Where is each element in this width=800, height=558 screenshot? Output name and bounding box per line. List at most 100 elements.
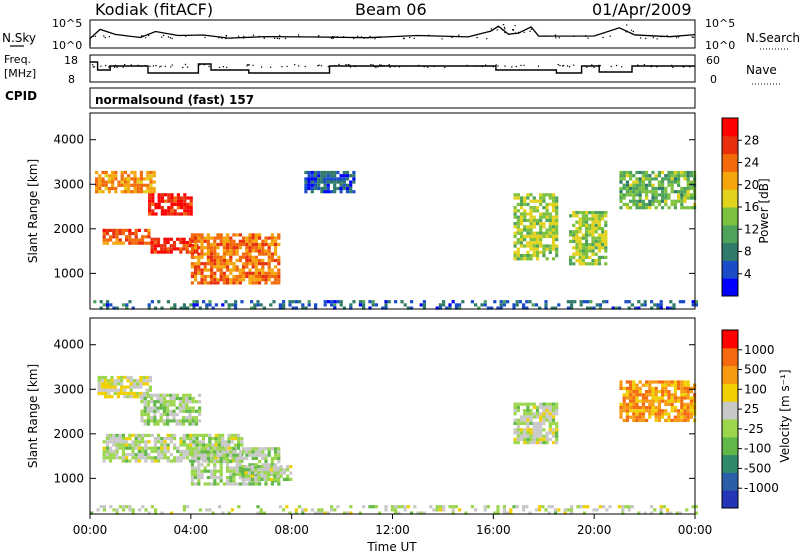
heatmap-cell [419,511,423,515]
heatmap-cell [162,406,166,410]
heatmap-cell [153,247,157,251]
heatmap-cell [160,199,164,203]
heatmap-cell [604,220,608,224]
heatmap-cell [659,306,663,310]
heatmap-cell [104,375,108,380]
heatmap-cell [622,393,626,397]
heatmap-cell [654,386,658,390]
heatmap-cell [551,231,556,235]
heatmap-cell [547,505,551,509]
heatmap-cell [237,505,241,509]
nave-point [504,65,506,67]
colorbar-segment [722,383,738,402]
heatmap-cell [539,428,543,432]
colorbar-tick-label: 20 [744,178,759,192]
heatmap-cell [448,306,452,310]
heatmap-cell [109,303,113,307]
heatmap-cell [190,453,194,457]
heatmap-cell [645,196,649,200]
heatmap-cell [248,278,252,282]
heatmap-cell [258,271,262,275]
heatmap-cell [625,409,629,413]
heatmap-cell [619,406,623,410]
heatmap-cell [267,258,271,263]
heatmap-cell [160,306,164,310]
heatmap-cell [278,303,282,307]
heatmap-cell [104,395,108,399]
heatmap-cell [641,206,645,210]
heatmap-cell [188,393,192,397]
heatmap-cell [166,419,170,423]
heatmap-cell [641,412,645,416]
heatmap-cell [532,441,536,445]
heatmap-cell [525,300,529,304]
heatmap-cell [542,409,546,413]
heatmap-cell [683,390,687,394]
heatmap-cell [175,419,179,423]
heatmap-cell [516,405,520,409]
heatmap-cell [235,278,239,282]
heatmap-cell [516,421,520,425]
nsearch-point [441,38,443,40]
heatmap-cell [604,243,608,247]
heatmap-cell [664,177,668,181]
heatmap-cell [279,468,283,472]
heatmap-cell [683,177,687,181]
heatmap-cell [153,437,157,441]
heatmap-cell [254,265,258,269]
heatmap-cell [182,240,186,245]
heatmap-cell [575,259,579,263]
heatmap-cell [116,382,120,386]
heatmap-cell [632,415,636,419]
heatmap-cell [545,402,549,406]
heatmap-cell [625,396,629,400]
heatmap-cell [183,202,187,206]
heatmap-cell [526,225,530,229]
heatmap-cell [622,174,626,178]
heatmap-cell [206,456,210,460]
heatmap-cell [185,250,189,254]
heatmap-cell [200,242,204,247]
heatmap-cell [523,257,527,261]
heatmap-cell [637,306,641,310]
heatmap-cell [474,303,478,307]
heatmap-cell [173,443,177,447]
heatmap-cell [113,391,117,396]
heatmap-cell [197,262,201,266]
nsearch-point [409,36,411,39]
heatmap-cell [185,433,189,437]
heatmap-cell [601,233,605,237]
heatmap-cell [222,482,226,486]
heatmap-cell [654,196,658,200]
heatmap-cell [661,409,665,413]
heatmap-cell [104,388,108,392]
heatmap-cell [148,388,152,392]
heatmap-cell [585,233,589,237]
heatmap-cell [591,236,595,240]
heatmap-cell [206,476,210,480]
heatmap-cell [277,262,281,266]
heatmap-cell [235,274,239,279]
heatmap-cell [251,271,255,275]
heatmap-cell [286,477,290,481]
heatmap-cell [519,202,524,206]
heatmap-cell [183,199,187,203]
heatmap-cell [632,390,636,394]
heatmap-cell [384,508,388,512]
heatmap-cell [260,468,264,472]
heatmap-cell [141,440,145,444]
heatmap-cell [115,433,119,437]
nave-point [651,65,653,67]
heatmap-cell [532,199,536,203]
heatmap-cell [632,174,636,178]
heatmap-cell [635,190,639,194]
heatmap-cell [219,476,223,480]
heatmap-cell [529,234,533,238]
nave-point [484,64,487,66]
nave-point [593,66,595,69]
heatmap-cell [264,278,268,282]
heatmap-cell [581,246,585,250]
heatmap-cell [664,174,668,178]
heatmap-cell [566,300,570,304]
heatmap-cell [523,412,527,416]
